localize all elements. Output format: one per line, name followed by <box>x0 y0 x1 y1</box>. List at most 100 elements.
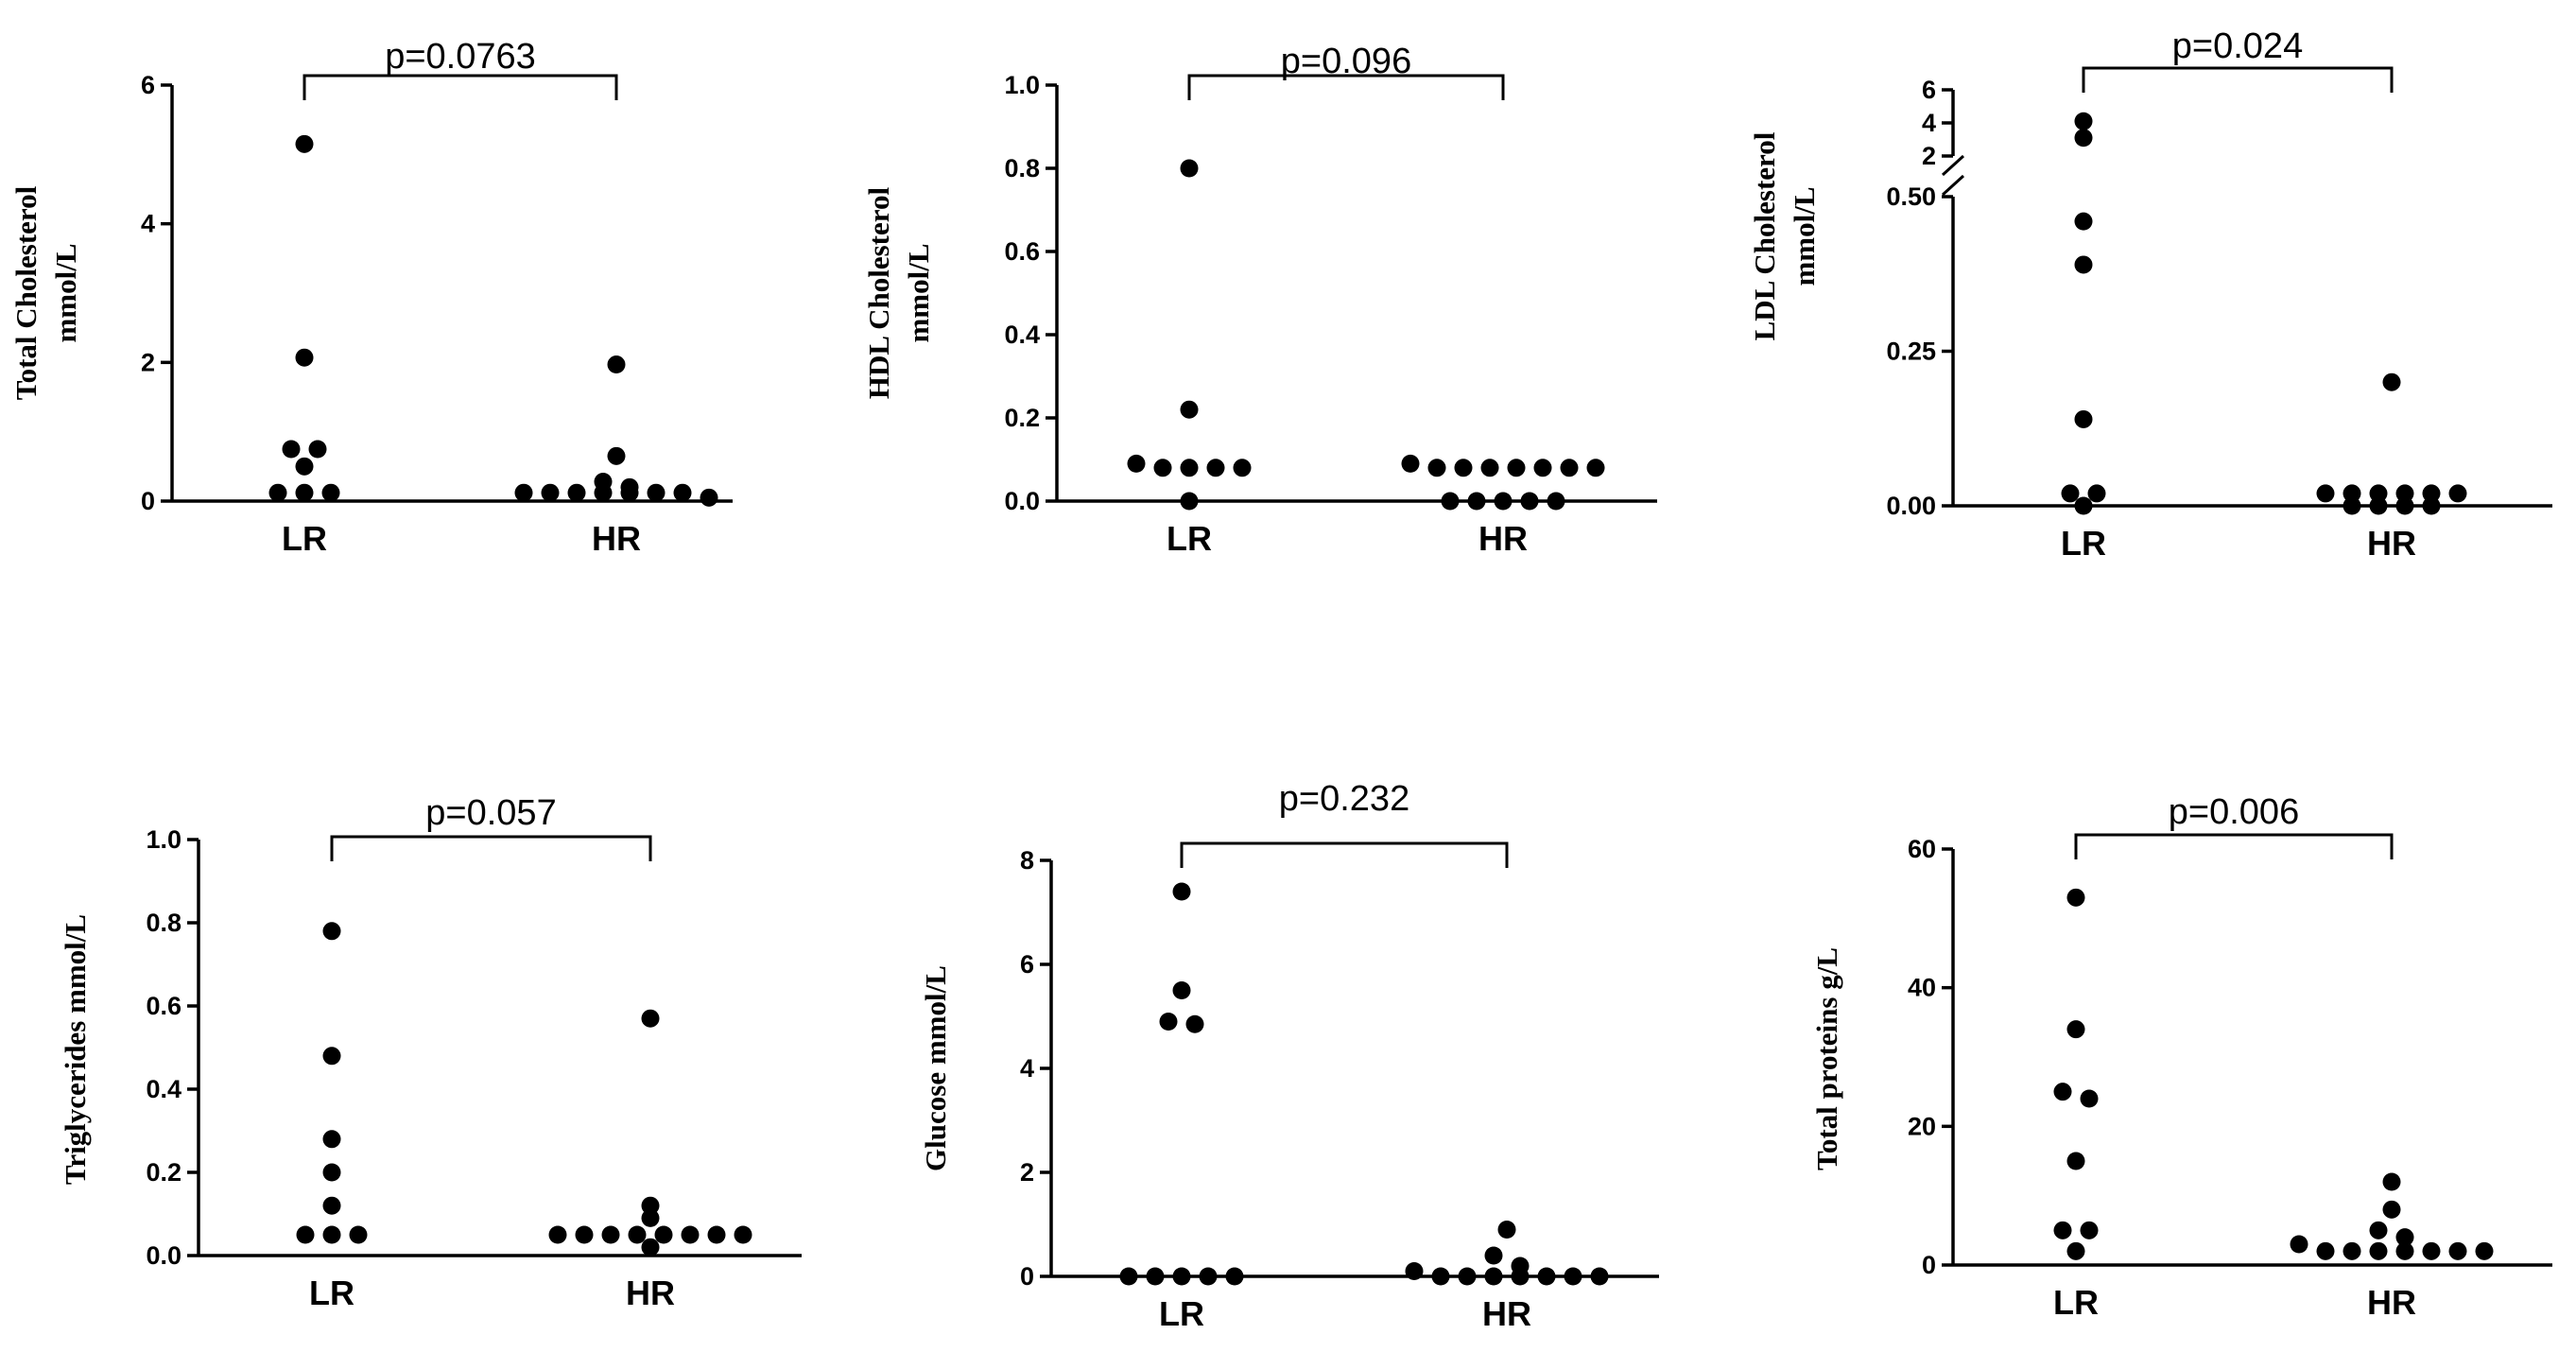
data-point-hr <box>1560 459 1579 477</box>
data-point-hr <box>2382 373 2401 391</box>
data-point-hr <box>628 1225 647 1244</box>
data-point-lr <box>322 1047 341 1066</box>
data-point-hr <box>514 483 533 502</box>
panel-1: 0 2 4 6 Total Cholesterol mmol/L LR HR p=0.0763 <box>9 37 733 558</box>
data-point-lr <box>1127 454 1146 473</box>
x-category-label-lr: LR <box>1159 1294 1204 1333</box>
axis-break-mark-lower <box>1941 174 1965 197</box>
data-point-lr <box>295 483 314 502</box>
data-point-lr <box>2074 212 2093 231</box>
data-point-hr <box>1586 459 1605 477</box>
data-point-hr <box>620 483 639 502</box>
data-point-hr <box>2395 496 2414 515</box>
data-point-hr <box>1533 459 1552 477</box>
data-point-hr <box>1520 492 1539 511</box>
y-tick-label: 0.8 <box>146 909 182 937</box>
data-point-hr <box>734 1225 752 1244</box>
data-point-hr <box>641 1238 660 1257</box>
data-point-hr <box>2369 484 2388 503</box>
y-tick-label: 0.2 <box>146 1158 182 1187</box>
data-point-hr <box>1564 1267 1582 1286</box>
y-tick-label: 0.00 <box>1886 492 1936 520</box>
data-point-lr <box>295 348 314 367</box>
y-tick-label: 0 <box>1020 1262 1034 1291</box>
data-point-lr <box>1233 459 1252 477</box>
data-point-lr <box>2074 112 2093 130</box>
data-point-hr <box>641 1208 660 1227</box>
panel-2: 0.0 0.2 0.4 0.6 0.8 1.0 HDL Cholesterol mmol/L L… <box>862 42 1657 558</box>
y-tick-label: 0.50 <box>1886 182 1936 211</box>
x-category-label-hr: HR <box>1482 1294 1531 1333</box>
panel-5: 0 2 4 6 8 Glucose mmol/L LR HR p=0.232 <box>919 779 1659 1333</box>
data-point-lr <box>2066 1020 2085 1039</box>
axis-break-mark-upper <box>1941 154 1965 177</box>
data-point-lr <box>1172 882 1191 901</box>
data-point-lr <box>1146 1267 1165 1286</box>
data-point-hr <box>641 1196 660 1215</box>
data-point-lr <box>2066 888 2085 907</box>
data-point-hr <box>2422 496 2441 515</box>
y-tick-label: 0.25 <box>1886 338 1936 366</box>
data-point-hr <box>2369 1221 2388 1239</box>
data-point-lr <box>2066 1241 2085 1260</box>
y-axis-label: Glucose mmol/L <box>919 965 952 1171</box>
data-point-lr <box>2074 496 2093 515</box>
x-category-label-lr: LR <box>1167 519 1212 558</box>
data-point-hr <box>1454 459 1473 477</box>
data-point-lr <box>2053 1083 2072 1101</box>
data-point-lr <box>2074 409 2093 428</box>
y-tick-label: 20 <box>1908 1112 1936 1140</box>
data-point-hr <box>2395 1241 2414 1260</box>
data-point-lr <box>282 440 301 459</box>
y-tick-label: 6 <box>1020 950 1034 979</box>
significance-bracket <box>1180 841 1509 868</box>
data-point-lr <box>1199 1267 1218 1286</box>
data-point-hr <box>1494 492 1513 511</box>
data-point-lr <box>1206 459 1225 477</box>
data-point-lr <box>2053 1221 2072 1239</box>
data-point-hr <box>1467 492 1486 511</box>
data-point-hr <box>647 483 666 502</box>
data-point-hr <box>1458 1267 1477 1286</box>
data-point-lr <box>322 1130 341 1149</box>
data-point-lr <box>2074 255 2093 274</box>
x-category-label-hr: HR <box>1478 519 1528 558</box>
data-point-hr <box>1431 1267 1450 1286</box>
data-point-hr <box>1401 454 1420 473</box>
x-category-label-lr: LR <box>2053 1283 2099 1322</box>
data-point-hr <box>548 1225 567 1244</box>
data-point-hr <box>2343 496 2361 515</box>
data-point-lr <box>1180 159 1199 178</box>
data-point-hr <box>2422 1241 2441 1260</box>
data-point-lr <box>1159 1013 1178 1031</box>
y-tick-label: 0.8 <box>1004 154 1040 182</box>
data-point-hr <box>594 483 613 502</box>
y-axis-label: HDL Cholesterol <box>862 187 895 400</box>
significance-bracket <box>330 835 652 861</box>
data-point-hr <box>1507 459 1526 477</box>
y-tick-label: 6 <box>141 71 155 99</box>
data-point-lr <box>1180 459 1199 477</box>
data-point-hr <box>2369 1241 2388 1260</box>
data-point-hr <box>2422 484 2441 503</box>
data-point-hr <box>1427 459 1446 477</box>
data-point-hr <box>1590 1267 1609 1286</box>
data-point-lr <box>322 922 341 941</box>
data-point-hr <box>673 483 692 502</box>
data-point-hr <box>2448 1241 2467 1260</box>
data-point-lr <box>322 1196 341 1215</box>
data-point-hr <box>1484 1267 1503 1286</box>
data-point-hr <box>575 1225 594 1244</box>
x-category-label-hr: HR <box>2367 1283 2416 1322</box>
data-point-hr <box>2369 496 2388 515</box>
x-category-label-lr: LR <box>309 1274 354 1312</box>
y-axis-label: LDL Cholesterol <box>1748 131 1781 340</box>
data-point-lr <box>2066 1152 2085 1170</box>
data-point-hr <box>2382 1200 2401 1219</box>
data-point-lr <box>349 1225 368 1244</box>
data-point-hr <box>2395 484 2414 503</box>
significance-bracket <box>2074 833 2394 859</box>
data-point-hr <box>2343 484 2361 503</box>
data-point-hr <box>1497 1221 1516 1239</box>
